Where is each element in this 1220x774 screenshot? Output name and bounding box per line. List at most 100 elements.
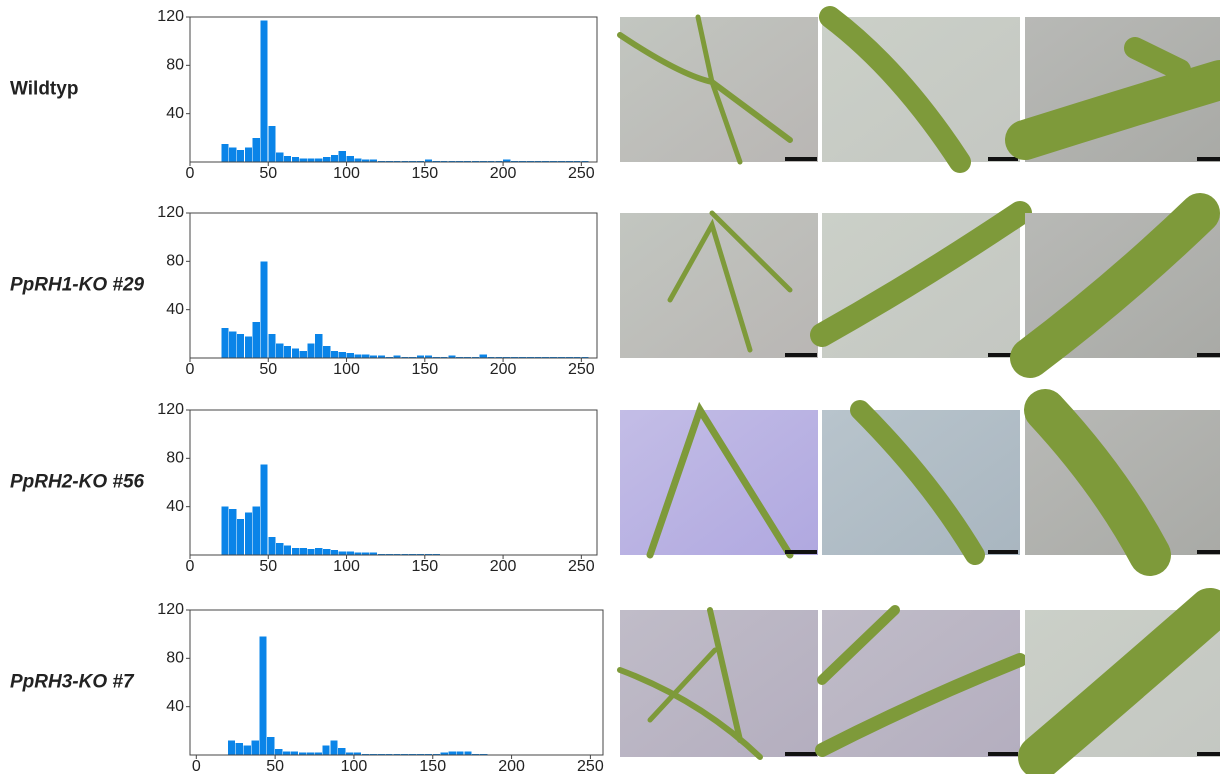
- bar: [542, 160, 550, 162]
- bar: [534, 356, 542, 358]
- bar: [276, 343, 284, 358]
- micrograph: [617, 14, 818, 165]
- bar: [346, 752, 354, 755]
- bar: [401, 753, 409, 755]
- bar: [236, 518, 245, 555]
- bar: [323, 157, 331, 162]
- bar: [354, 552, 362, 555]
- x-tick-label: 50: [259, 558, 277, 575]
- bar: [393, 355, 401, 358]
- bar: [393, 553, 401, 555]
- micrograph: [1018, 588, 1220, 774]
- bar: [235, 742, 243, 755]
- bar: [416, 753, 425, 755]
- bar: [573, 356, 581, 358]
- bar: [479, 354, 487, 358]
- bar: [276, 152, 284, 162]
- bar: [472, 753, 480, 755]
- bar: [268, 536, 276, 555]
- bar: [401, 356, 409, 358]
- y-tick-label: 80: [166, 450, 184, 467]
- x-tick-label: 50: [266, 758, 284, 774]
- bar: [432, 356, 440, 358]
- row-label: PpRH2-KO #56: [10, 472, 145, 493]
- bar: [251, 740, 259, 755]
- bar: [330, 740, 338, 755]
- bar: [393, 160, 401, 162]
- bar: [260, 261, 268, 358]
- bar: [362, 159, 370, 162]
- bar: [440, 752, 448, 755]
- bar: [315, 547, 323, 555]
- bar: [495, 356, 503, 358]
- bar: [487, 356, 495, 358]
- bar: [290, 751, 299, 755]
- bar: [315, 333, 323, 358]
- bar: [314, 752, 322, 755]
- bar: [338, 551, 346, 555]
- x-tick-label: 250: [568, 558, 595, 575]
- x-tick-label: 150: [411, 361, 438, 378]
- bar: [487, 160, 495, 162]
- x-tick-label: 200: [490, 165, 517, 182]
- bar: [244, 512, 253, 555]
- bar: [346, 551, 354, 555]
- x-tick-label: 0: [186, 558, 195, 575]
- bar: [565, 160, 573, 162]
- bar: [252, 321, 260, 358]
- bar: [448, 355, 456, 358]
- micrograph: [815, 605, 1027, 757]
- bar: [463, 160, 472, 162]
- bar: [385, 160, 393, 162]
- bar: [330, 154, 339, 162]
- bar: [432, 160, 440, 162]
- bar: [409, 553, 417, 555]
- bar: [236, 333, 245, 358]
- micrographs: [617, 6, 1220, 774]
- y-tick-label: 40: [166, 498, 184, 515]
- x-tick-label: 50: [259, 165, 277, 182]
- bar: [542, 356, 550, 358]
- x-tick-label: 50: [259, 361, 277, 378]
- bar: [557, 356, 566, 358]
- bar: [456, 751, 464, 755]
- bar: [518, 160, 526, 162]
- micrograph: [620, 401, 818, 559]
- y-tick-label: 120: [157, 8, 184, 25]
- bar: [221, 143, 229, 162]
- x-tick-label: 250: [568, 361, 595, 378]
- x-tick-label: 250: [577, 758, 604, 774]
- bar: [252, 506, 260, 555]
- bar: [252, 137, 260, 162]
- bar: [259, 636, 267, 755]
- bar: [424, 553, 433, 555]
- micrograph: [810, 201, 1032, 358]
- bar: [393, 753, 401, 755]
- row-label: PpRH3-KO #7: [10, 672, 135, 693]
- bar: [322, 745, 330, 755]
- bar: [581, 160, 589, 162]
- bar: [370, 552, 378, 555]
- bar: [354, 158, 362, 162]
- bar: [307, 548, 315, 555]
- bar: [307, 343, 315, 358]
- bar: [440, 160, 448, 162]
- bar: [448, 751, 456, 755]
- bar: [299, 547, 307, 555]
- bar: [510, 160, 519, 162]
- bar: [354, 354, 362, 358]
- bar: [236, 149, 245, 162]
- bar: [361, 753, 370, 755]
- bar: [291, 547, 299, 555]
- bar: [432, 753, 441, 755]
- bar: [377, 355, 386, 358]
- micrograph: [1024, 389, 1220, 576]
- bar: [550, 160, 558, 162]
- x-tick-label: 200: [498, 758, 525, 774]
- bar: [276, 542, 284, 555]
- bar: [480, 753, 488, 755]
- bar: [227, 740, 236, 755]
- bar: [424, 355, 433, 358]
- plot-frame: [189, 16, 598, 163]
